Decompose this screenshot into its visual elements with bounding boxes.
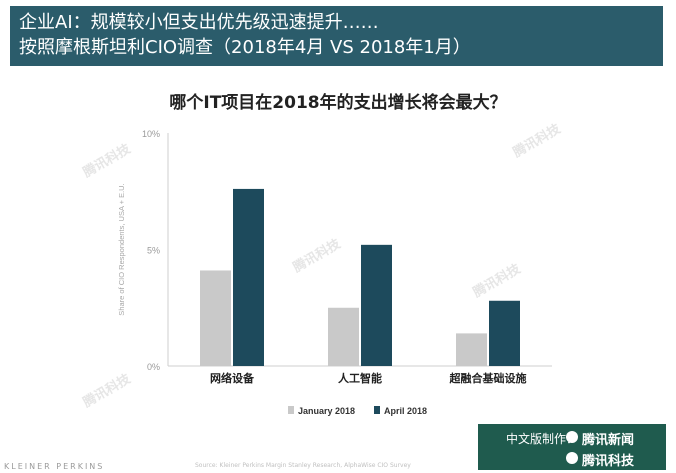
bar (328, 307, 359, 366)
credits-badge: 中文版制作： 腾讯新闻 腾讯科技 (478, 424, 666, 470)
made-by-label: 中文版制作： (506, 432, 579, 446)
chart-question: 哪个IT项目在2018年的支出增长将会最大？ (169, 93, 507, 113)
tencent-tech-brand: 腾讯科技 (582, 454, 635, 469)
tencent-news-logo-icon (566, 431, 578, 443)
source-note: Source: Kleiner Perkins Margin Stanley R… (195, 462, 411, 469)
y-tick-label: 10% (142, 129, 160, 139)
y-tick-label: 5% (147, 246, 160, 256)
title-banner: 企业AI：规模较小但支出优先级迅速提升…… 按照摩根斯坦利CIO调查（2018年… (10, 6, 663, 66)
bar (200, 270, 231, 366)
legend-swatch (288, 406, 294, 414)
tencent-tech-logo-icon (566, 452, 578, 464)
bar (489, 300, 520, 366)
x-tick-label: 人工智能 (338, 371, 382, 385)
y-tick-label: 0% (147, 362, 160, 372)
bar (361, 244, 392, 366)
kleiner-perkins-logo: KLEINER PERKINS (4, 462, 105, 471)
legend-label: January 2018 (298, 406, 355, 416)
title-line-2: 按照摩根斯坦利CIO调查（2018年4月 VS 2018年1月） (19, 37, 471, 58)
x-tick-label: 网络设备 (210, 371, 255, 385)
title-line-1: 企业AI：规模较小但支出优先级迅速提升…… (19, 12, 379, 33)
legend-label: April 2018 (384, 406, 427, 416)
tencent-news-brand: 腾讯新闻 (582, 433, 635, 448)
x-tick-label: 超融合基础设施 (449, 371, 527, 385)
y-axis-title: Share of CIO Respondents, USA + E.U. (117, 183, 126, 315)
bar (233, 188, 264, 366)
bar (456, 333, 487, 366)
legend-swatch (374, 406, 380, 414)
